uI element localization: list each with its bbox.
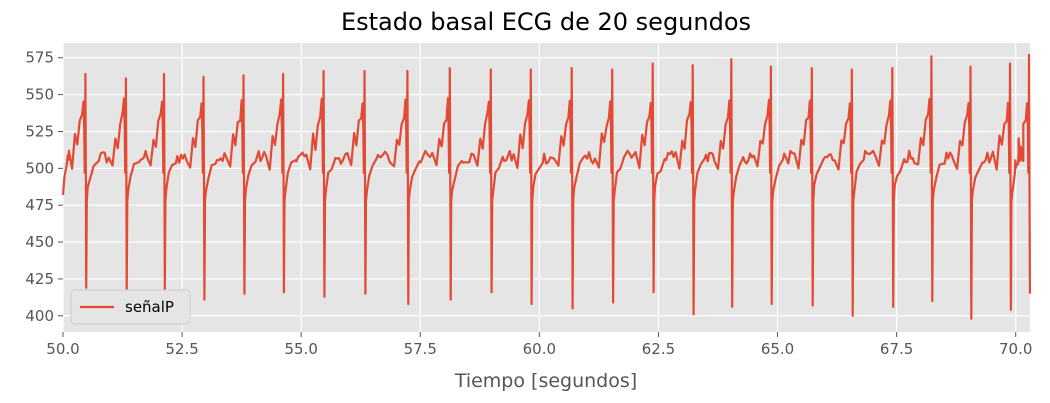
y-tick-label: 475 (25, 196, 54, 214)
chart-title: Estado basal ECG de 20 segundos (341, 8, 751, 36)
y-tick-label: 500 (25, 159, 54, 177)
x-tick-label: 57.5 (404, 340, 437, 358)
y-tick-label: 425 (25, 270, 54, 288)
x-tick-label: 65.0 (761, 340, 794, 358)
ecg-signal-line (61, 53, 1031, 320)
x-tick-label: 70.0 (999, 340, 1032, 358)
x-tick-label: 60.0 (523, 340, 556, 358)
x-tick-label: 55.0 (284, 340, 317, 358)
x-tick-label: 52.5 (165, 340, 198, 358)
legend-box (70, 289, 191, 325)
legend: señalP (70, 289, 191, 325)
x-axis-label: Tiempo [segundos] (454, 370, 637, 392)
y-axis-ticks: 400 425 450 475 500 525 550 575 (25, 49, 63, 325)
x-tick-label: 67.5 (880, 340, 913, 358)
x-tick-label: 50.0 (46, 340, 79, 358)
x-tick-label: 62.5 (642, 340, 675, 358)
y-tick-label: 525 (25, 122, 54, 140)
plot-area (63, 43, 1030, 332)
grid (62, 43, 1030, 332)
y-tick-label: 450 (25, 233, 54, 251)
legend-label: señalP (125, 298, 174, 316)
y-tick-label: 575 (25, 49, 54, 67)
y-tick-label: 400 (25, 307, 54, 325)
x-axis-ticks: 50.0 52.5 55.0 57.5 60.0 62.5 65.0 67.5 70.0 (46, 332, 1032, 358)
y-tick-label: 550 (25, 86, 54, 104)
